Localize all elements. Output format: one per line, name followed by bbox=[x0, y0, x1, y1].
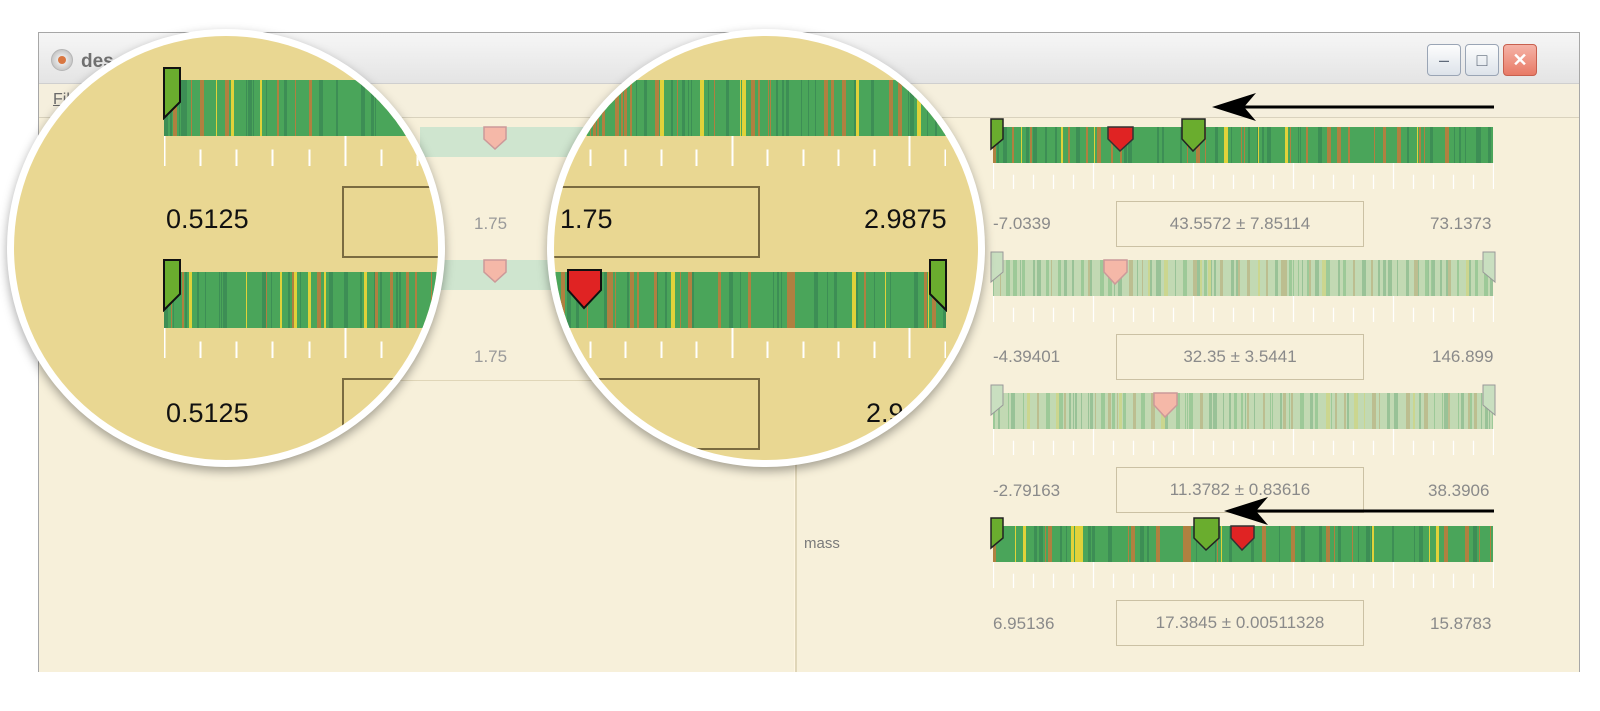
slider-ticks-mass bbox=[993, 562, 1494, 588]
param-mass-min: 6.95136 bbox=[993, 614, 1055, 633]
magnified-value-handle-right bbox=[567, 269, 602, 310]
minimize-button[interactable]: – bbox=[1427, 44, 1461, 76]
magnified-min-handle-left-1 bbox=[163, 67, 181, 120]
menu-item-file[interactable]: Fil bbox=[53, 91, 70, 108]
param-2-min: -4.39401 bbox=[993, 347, 1061, 366]
param-2-max: 146.899 bbox=[1432, 347, 1494, 366]
magnified-slider-left-2 bbox=[164, 272, 438, 328]
param-3-max: 38.3906 bbox=[1428, 481, 1490, 500]
param-1-value[interactable]: 43.5572 ± 7.85114 bbox=[1116, 201, 1364, 247]
param-mass-value[interactable]: 17.3845 ± 0.00511328 bbox=[1116, 600, 1364, 646]
magnified-slider-right-1 bbox=[554, 80, 946, 136]
left-panel-separator bbox=[369, 380, 794, 381]
param-3-min: -2.79163 bbox=[993, 481, 1061, 500]
param-2-value[interactable]: 32.35 ± 3.5441 bbox=[1116, 334, 1364, 380]
param-slider-1[interactable] bbox=[993, 127, 1493, 163]
magnified-slider-right-2 bbox=[554, 272, 946, 328]
range-max-handle-3[interactable] bbox=[1479, 383, 1497, 417]
slider-ticks-3 bbox=[993, 429, 1494, 455]
maximize-button[interactable]: □ bbox=[1465, 44, 1499, 76]
left-row2-center-value: 1.75 bbox=[474, 347, 508, 366]
range-min-handle-3[interactable] bbox=[989, 383, 1007, 417]
magnified-valbox-right-2 bbox=[554, 378, 760, 450]
range-min-handle-2[interactable] bbox=[989, 250, 1007, 284]
left-slider-handle-2[interactable] bbox=[482, 258, 508, 284]
left-row1-center-value: 1.75 bbox=[474, 214, 508, 233]
left-slider-handle-1[interactable] bbox=[482, 125, 508, 151]
magnified-max-handle-right bbox=[929, 259, 947, 312]
range-max-handle-2[interactable] bbox=[1479, 250, 1497, 284]
range-min-handle-1[interactable] bbox=[989, 117, 1007, 151]
slider-ticks-2 bbox=[993, 296, 1494, 322]
magnifier-lens-right: 1.75 2.9875 2.9 bbox=[554, 36, 978, 460]
value-handle-mass[interactable] bbox=[1229, 524, 1257, 552]
range-min-handle-mass[interactable] bbox=[989, 516, 1007, 550]
magnified-center-right-1: 1.75 bbox=[560, 204, 613, 234]
magnified-ticks-left-2 bbox=[164, 328, 419, 358]
magnified-max-right-2: 2.9 bbox=[866, 398, 904, 428]
magnified-ticks-right-2 bbox=[554, 328, 946, 358]
app-icon bbox=[51, 49, 73, 71]
annotation-arrow-mass bbox=[1224, 497, 1494, 525]
magnified-valbox-left-2 bbox=[342, 378, 438, 450]
magnifier-lens-left: 0.5125 0.5125 bbox=[14, 36, 438, 460]
magnified-ticks-left-1 bbox=[164, 136, 419, 166]
slider-ticks-1 bbox=[993, 163, 1494, 189]
value-handle-1[interactable] bbox=[1106, 125, 1136, 153]
param-1-max: 73.1373 bbox=[1430, 214, 1492, 233]
magnified-slider-left-1 bbox=[164, 80, 438, 136]
window-title: des bbox=[81, 51, 114, 72]
param-1-min: -7.0339 bbox=[993, 214, 1051, 233]
value-handle-2[interactable] bbox=[1102, 258, 1130, 286]
close-button[interactable]: ✕ bbox=[1503, 44, 1537, 76]
annotation-arrow-top bbox=[1212, 93, 1494, 121]
magnified-min-left-2: 0.5125 bbox=[166, 398, 249, 428]
value-handle-green-1[interactable] bbox=[1180, 117, 1208, 153]
param-mass-max: 15.8783 bbox=[1430, 614, 1492, 633]
value-handle-green-mass[interactable] bbox=[1192, 516, 1222, 552]
param-slider-3[interactable] bbox=[993, 393, 1493, 429]
value-handle-3[interactable] bbox=[1152, 391, 1180, 419]
magnified-ticks-right-1 bbox=[554, 136, 946, 166]
magnified-min-handle-left-2 bbox=[163, 259, 181, 312]
param-slider-2[interactable] bbox=[993, 260, 1493, 296]
magnified-max-right-1: 2.9875 bbox=[864, 204, 947, 234]
magnified-valbox-left-1 bbox=[342, 186, 438, 258]
magnified-min-left-1: 0.5125 bbox=[166, 204, 249, 234]
param-label-mass: mass bbox=[804, 535, 840, 552]
magnified-valbox-right-1 bbox=[554, 186, 760, 258]
